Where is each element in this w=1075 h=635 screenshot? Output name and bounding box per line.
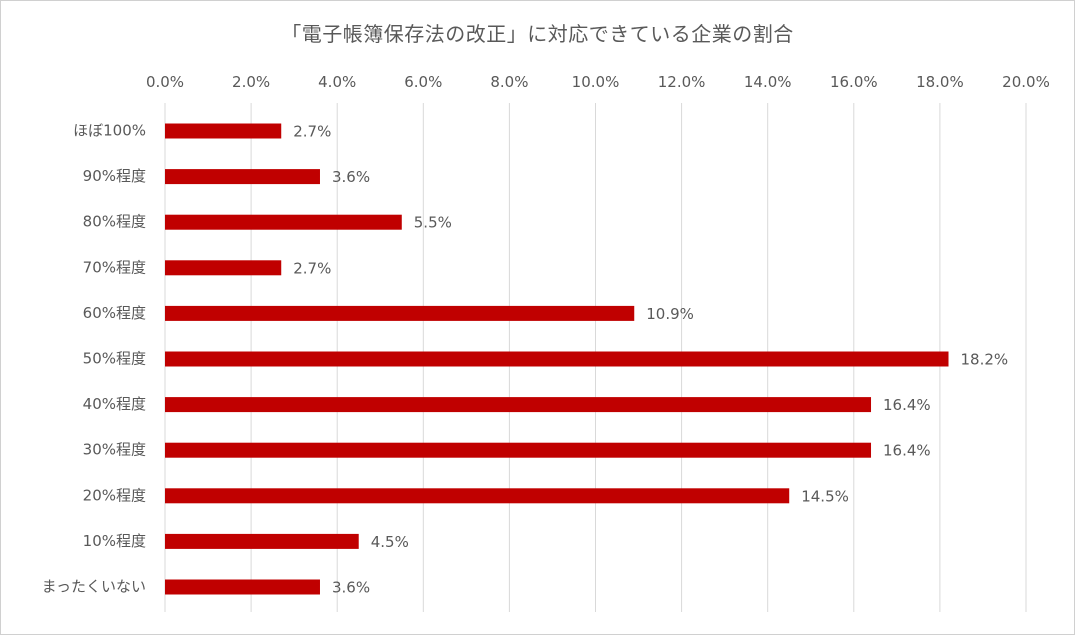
x-tick-label: 6.0% — [404, 73, 442, 91]
category-label: 60%程度 — [83, 304, 146, 322]
category-label: 30%程度 — [83, 441, 146, 459]
bar — [165, 488, 790, 504]
data-label: 18.2% — [961, 351, 1009, 369]
data-label: 16.4% — [883, 442, 931, 460]
bar — [165, 351, 949, 367]
category-label: 80%程度 — [83, 213, 146, 231]
category-label: 10%程度 — [83, 532, 146, 550]
bars — [165, 123, 949, 595]
bar — [165, 397, 872, 413]
category-labels: ほぼ100% 90%程度 80%程度 70%程度 60%程度 50%程度 40%程度 30%程… — [42, 122, 146, 596]
x-tick-label: 4.0% — [318, 73, 356, 91]
category-label: 20%程度 — [83, 486, 146, 504]
data-label: 4.5% — [371, 533, 409, 551]
chart-title: 「電子帳簿保存法の改正」に対応できている企業の割合 — [281, 22, 794, 46]
bar — [165, 260, 282, 276]
category-label: 90%程度 — [83, 167, 146, 185]
bar — [165, 123, 282, 139]
category-label: ほぼ100% — [73, 122, 146, 140]
x-tick-label: 14.0% — [744, 73, 792, 91]
data-label: 10.9% — [646, 305, 694, 323]
bar — [165, 579, 320, 595]
data-label: 3.6% — [332, 168, 370, 186]
data-labels: 2.7% 3.6% 5.5% 2.7% 10.9% 18.2% 16.4% 16.4% 14.5… — [293, 123, 1008, 597]
bar — [165, 442, 872, 458]
data-label: 14.5% — [801, 487, 849, 505]
data-label: 2.7% — [293, 123, 331, 141]
data-label: 5.5% — [414, 214, 452, 232]
x-tick-label: 0.0% — [146, 73, 184, 91]
bar — [165, 214, 402, 230]
x-tick-label: 18.0% — [916, 73, 964, 91]
bar — [165, 169, 320, 185]
x-axis-ticks: 0.0% 2.0% 4.0% 6.0% 8.0% 10.0% 12.0% 14.0% 16.0%… — [146, 73, 1050, 91]
bar — [165, 533, 359, 549]
x-tick-label: 10.0% — [572, 73, 620, 91]
category-label: まったくいない — [42, 578, 146, 596]
category-label: 40%程度 — [83, 395, 146, 413]
data-label: 16.4% — [883, 396, 931, 414]
data-label: 3.6% — [332, 579, 370, 597]
data-label: 2.7% — [293, 259, 331, 277]
x-tick-label: 2.0% — [232, 73, 270, 91]
x-tick-label: 20.0% — [1002, 73, 1050, 91]
bar — [165, 305, 635, 321]
x-tick-label: 12.0% — [658, 73, 706, 91]
category-label: 50%程度 — [83, 350, 146, 368]
x-tick-label: 16.0% — [830, 73, 878, 91]
category-label: 70%程度 — [83, 258, 146, 276]
x-tick-label: 8.0% — [490, 73, 528, 91]
